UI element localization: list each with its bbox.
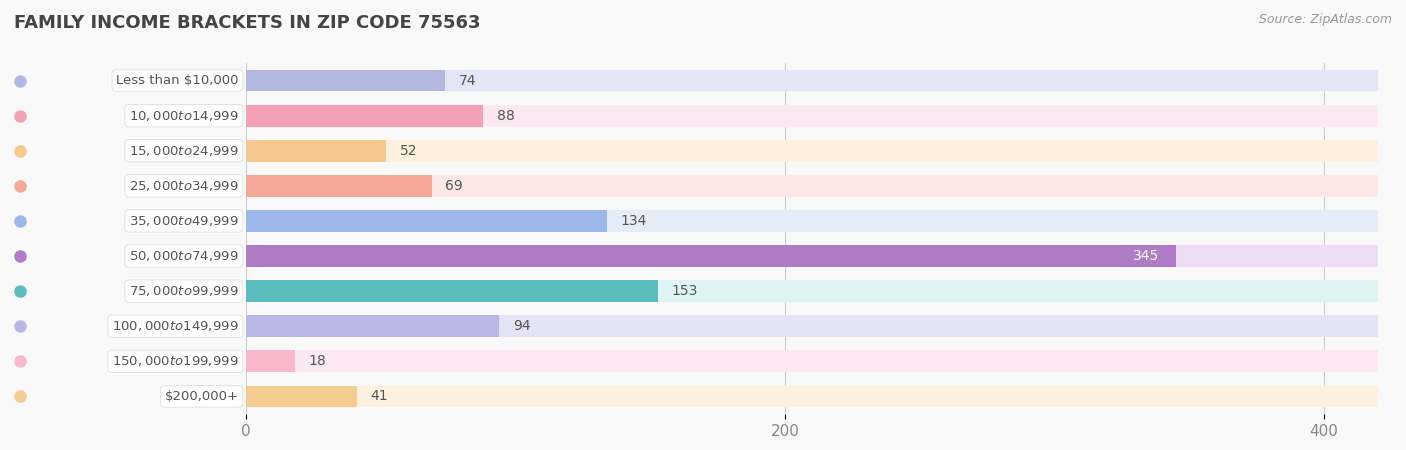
Bar — [246, 210, 607, 232]
Text: Source: ZipAtlas.com: Source: ZipAtlas.com — [1258, 14, 1392, 27]
Bar — [246, 315, 1378, 337]
Bar — [246, 315, 499, 337]
Text: Less than $10,000: Less than $10,000 — [117, 74, 239, 87]
Text: FAMILY INCOME BRACKETS IN ZIP CODE 75563: FAMILY INCOME BRACKETS IN ZIP CODE 75563 — [14, 14, 481, 32]
Text: $200,000+: $200,000+ — [165, 390, 239, 403]
Bar — [246, 105, 484, 126]
Text: 69: 69 — [446, 179, 463, 193]
Text: 153: 153 — [672, 284, 699, 298]
Text: 94: 94 — [513, 319, 530, 333]
Bar — [246, 70, 446, 91]
Text: $75,000 to $99,999: $75,000 to $99,999 — [129, 284, 239, 298]
Text: $100,000 to $149,999: $100,000 to $149,999 — [112, 319, 239, 333]
Text: 134: 134 — [620, 214, 647, 228]
Bar — [246, 210, 1378, 232]
Text: 345: 345 — [1133, 249, 1160, 263]
Bar — [246, 280, 658, 302]
Bar — [246, 105, 1378, 126]
Bar — [246, 70, 1378, 91]
Text: $50,000 to $74,999: $50,000 to $74,999 — [129, 249, 239, 263]
Bar — [246, 280, 1378, 302]
Bar — [246, 386, 357, 407]
Bar — [246, 175, 432, 197]
Bar — [246, 175, 1378, 197]
Text: 41: 41 — [370, 389, 388, 404]
Bar — [246, 386, 1378, 407]
Text: 88: 88 — [496, 108, 515, 123]
Text: 18: 18 — [308, 354, 326, 369]
Text: $10,000 to $14,999: $10,000 to $14,999 — [129, 108, 239, 123]
Text: $15,000 to $24,999: $15,000 to $24,999 — [129, 144, 239, 158]
Bar — [246, 351, 295, 372]
Text: $150,000 to $199,999: $150,000 to $199,999 — [112, 354, 239, 369]
Bar — [246, 351, 1378, 372]
Text: $35,000 to $49,999: $35,000 to $49,999 — [129, 214, 239, 228]
Text: 74: 74 — [458, 73, 477, 88]
Text: $25,000 to $34,999: $25,000 to $34,999 — [129, 179, 239, 193]
Bar — [246, 140, 1378, 162]
Text: 52: 52 — [399, 144, 418, 158]
Bar — [246, 140, 387, 162]
Bar — [246, 245, 1175, 267]
Bar — [246, 245, 1378, 267]
